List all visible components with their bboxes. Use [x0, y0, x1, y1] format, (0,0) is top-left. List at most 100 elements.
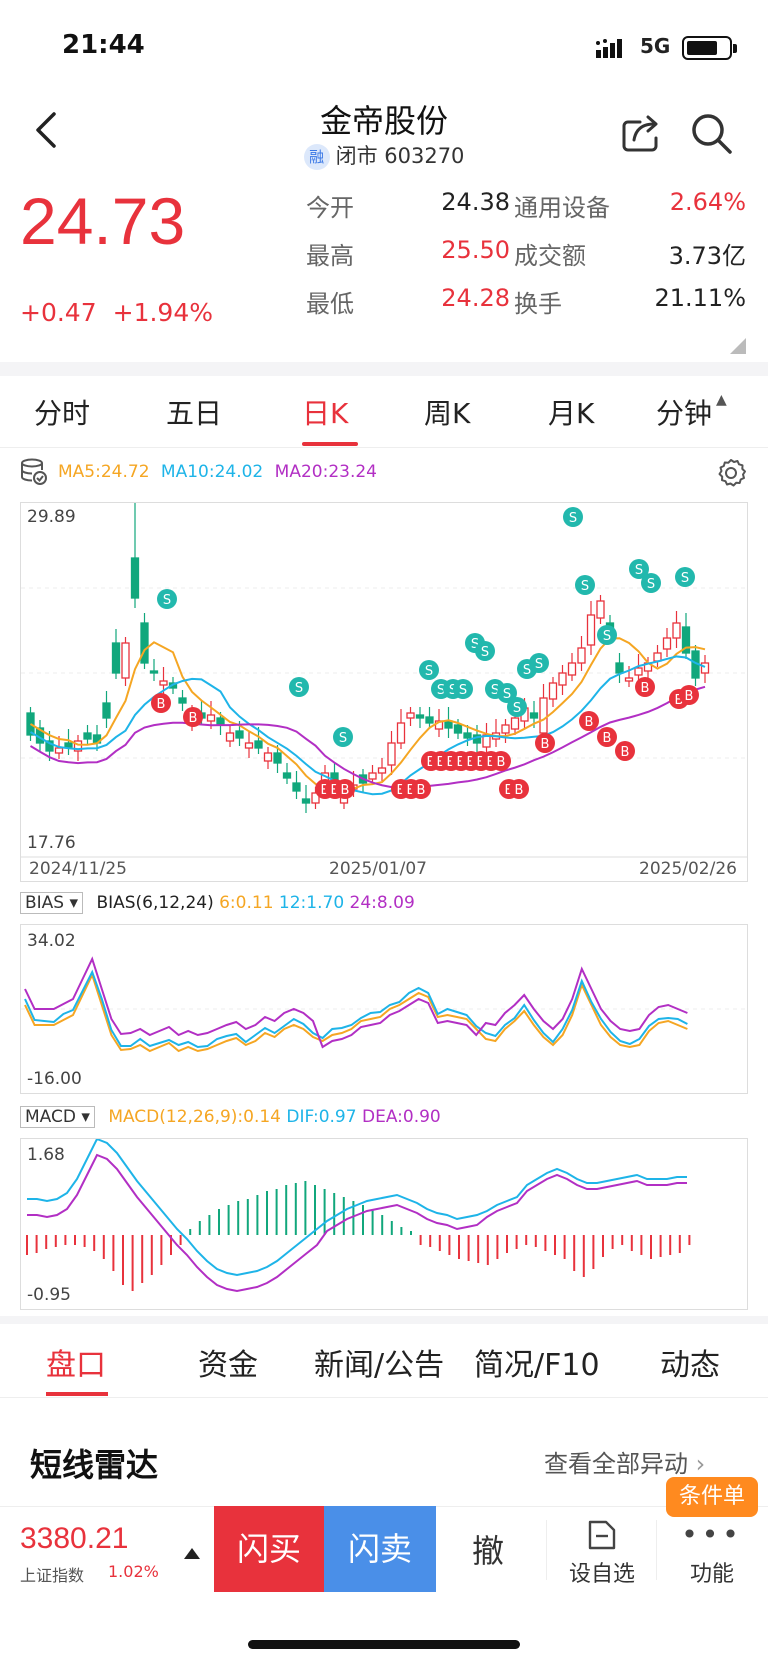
stat-value: 21.11% [654, 284, 746, 312]
cancel-order-button[interactable]: 撤 [472, 1532, 505, 1570]
ma10-value: MA10:24.02 [160, 462, 264, 482]
search-icon[interactable] [690, 112, 734, 156]
margin-badge: 融 [303, 144, 330, 170]
candle-body [244, 742, 254, 749]
candle-body [425, 716, 434, 724]
sell-marker: S [681, 571, 689, 586]
ma-legend: MA5:24.72 MA10:24.02 MA20:23.24 [58, 462, 377, 482]
eb-marker: B [331, 783, 340, 798]
macd-selector[interactable]: MACD ▾ [20, 1106, 95, 1128]
stat-label: 今开 [306, 194, 354, 222]
sell-marker-bg [157, 589, 177, 609]
candle-body [453, 724, 463, 734]
stat-row-open: 今开 24.38 通用设备 2.64% [306, 188, 746, 228]
buy-marker: B [541, 737, 550, 752]
buy-marker-bg [183, 707, 203, 727]
buy-marker-bg [635, 677, 655, 697]
tab-monthly-k[interactable]: 月K [548, 397, 595, 430]
kline-low-label: 17.76 [27, 833, 76, 853]
candle-body [235, 730, 244, 739]
buy-marker-bg [615, 741, 635, 761]
sell-marker-bg [333, 727, 353, 747]
candle-body [111, 642, 121, 674]
ma20-line [29, 685, 706, 789]
sell-marker: S [295, 681, 303, 696]
toolbar-divider [546, 1520, 547, 1580]
tab-weekly-k[interactable]: 周K [424, 397, 471, 430]
settings-gear-icon[interactable] [715, 457, 747, 489]
eb-marker-bg [491, 751, 511, 771]
macd-top-label: 1.68 [27, 1145, 65, 1165]
candle-body [624, 677, 634, 682]
dif-line [27, 1137, 687, 1277]
add-watchlist-button[interactable]: 设自选 [552, 1518, 652, 1588]
tab-funds[interactable]: 资金 [198, 1348, 258, 1383]
tab-five-day[interactable]: 五日 [166, 397, 223, 430]
candle-body [539, 697, 548, 734]
bias-params: BIAS(6,12,24) [96, 893, 214, 913]
sell-marker: S [635, 563, 643, 578]
eb-marker: B [505, 783, 514, 798]
candle-body [672, 622, 681, 639]
eb-marker-bg [411, 779, 431, 799]
database-icon[interactable] [20, 458, 48, 486]
tab-minute[interactable]: 分钟 ▲ [656, 392, 727, 432]
expand-up-icon[interactable] [184, 1548, 200, 1559]
sell-marker: S [481, 645, 489, 660]
network-type: 5G [640, 34, 671, 58]
bias-legend: BIAS ▾ BIAS(6,12,24) 6:0.11 12:1.70 24:8… [20, 892, 415, 914]
conditional-order-badge[interactable]: 条件单 [666, 1477, 758, 1517]
sell-marker: S [523, 663, 531, 678]
stat-value: 2.64% [669, 188, 746, 216]
stat-value: 3.73亿 [668, 242, 746, 270]
share-icon[interactable] [620, 114, 662, 154]
candle-body [396, 722, 406, 744]
back-icon[interactable] [32, 110, 62, 150]
bias-chart[interactable]: 34.02 -16.00 [20, 924, 748, 1094]
tab-activity[interactable]: 动态 [660, 1348, 720, 1383]
sell-marker: S [569, 511, 577, 526]
buy-marker-bg [597, 727, 617, 747]
sell-marker-bg [289, 677, 309, 697]
macd-chart[interactable]: 1.68 -0.95 [20, 1137, 748, 1310]
eb-marker: B [417, 783, 426, 798]
status-time: 21:44 [62, 30, 145, 60]
tab-daily-k[interactable]: 日K [302, 397, 349, 430]
market-status-code: 闭市 603270 [335, 144, 465, 168]
index-value[interactable]: 3380.21 [20, 1522, 129, 1555]
quick-buy-button[interactable]: 闪买 [214, 1506, 324, 1592]
eb-marker: B [477, 755, 486, 770]
stat-row-high: 最高 25.50 成交额 3.73亿 [306, 236, 746, 276]
candle-body [45, 740, 54, 752]
triangle-up-icon: ▲ [716, 392, 727, 408]
sell-marker-bg [575, 575, 595, 595]
tab-intraday[interactable]: 分时 [34, 397, 91, 430]
candle-body [130, 557, 140, 599]
stat-label: 换手 [514, 290, 562, 318]
sell-marker: S [437, 683, 445, 698]
tab-order-book[interactable]: 盘口 [46, 1348, 106, 1383]
quick-sell-button[interactable]: 闪卖 [324, 1506, 436, 1592]
stat-row-low: 最低 24.28 换手 21.11% [306, 284, 746, 324]
bias12-value: 12:1.70 [278, 893, 345, 913]
expand-corner-icon[interactable] [730, 338, 746, 354]
candle-body [662, 637, 672, 650]
more-functions-button[interactable]: ••• 功能 [662, 1518, 762, 1588]
view-all-link[interactable]: 查看全部异动 › [544, 1444, 705, 1479]
bias-name: BIAS [25, 893, 65, 913]
tab-news[interactable]: 新闻/公告 [314, 1348, 445, 1383]
bias-selector[interactable]: BIAS ▾ [20, 892, 84, 914]
sell-marker-bg [641, 573, 661, 593]
candle-body [301, 798, 311, 804]
tab-profile-f10[interactable]: 简况/F10 [474, 1348, 600, 1383]
candle-body [83, 732, 92, 740]
eb-marker: B [397, 783, 406, 798]
date-end: 2025/02/26 [639, 859, 737, 879]
sell-marker: S [647, 577, 655, 592]
candle-body [387, 742, 396, 766]
eb-marker-bg [509, 779, 529, 799]
candle-body [406, 712, 415, 719]
candle-body [64, 742, 73, 748]
candle-body [159, 680, 168, 686]
